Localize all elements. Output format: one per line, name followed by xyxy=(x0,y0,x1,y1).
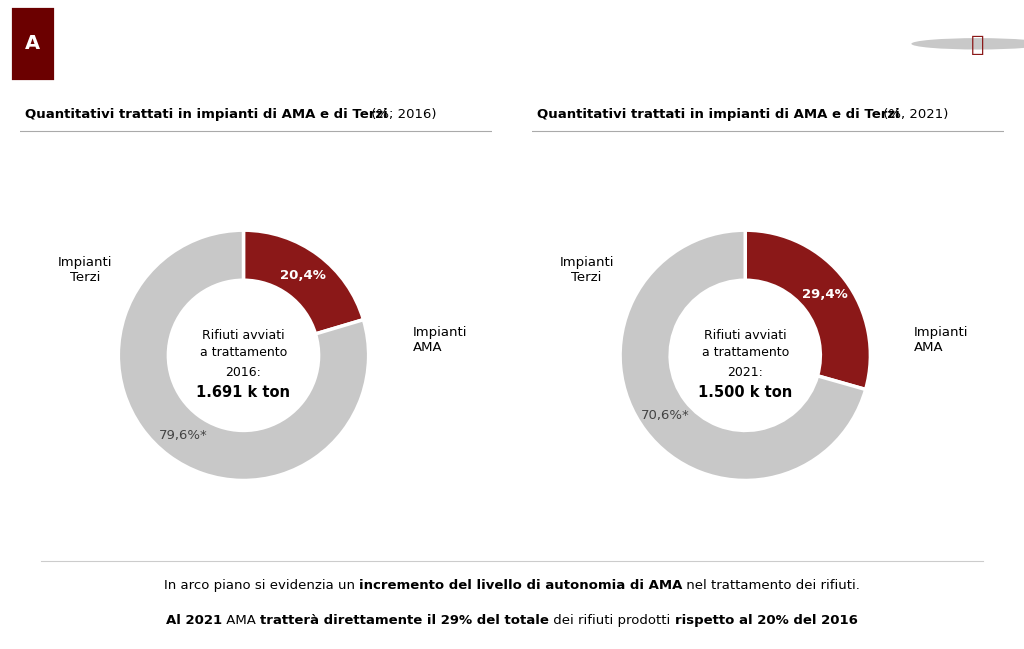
Text: Rifiuti avviati: Rifiuti avviati xyxy=(703,329,786,342)
Text: A: A xyxy=(26,34,40,53)
Wedge shape xyxy=(745,230,870,389)
Text: Impianti
AMA: Impianti AMA xyxy=(914,326,969,354)
Text: a trattamento: a trattamento xyxy=(200,347,287,360)
Wedge shape xyxy=(621,230,865,480)
Text: 2021:: 2021: xyxy=(727,366,763,380)
Text: 1.500 k ton: 1.500 k ton xyxy=(698,386,793,400)
Text: tratterà direttamente il 29% del totale: tratterà direttamente il 29% del totale xyxy=(260,614,549,628)
Text: 70,6%*: 70,6%* xyxy=(641,410,690,422)
Text: dei rifiuti prodotti: dei rifiuti prodotti xyxy=(549,614,675,628)
Text: 29,4%: 29,4% xyxy=(802,288,848,301)
Wedge shape xyxy=(119,230,369,480)
Text: (%, 2021): (%, 2021) xyxy=(879,108,948,121)
Text: Quantitativi trattati in impianti di AMA e di Terzi: Quantitativi trattati in impianti di AMA… xyxy=(538,108,900,121)
Text: Al 2021: Al 2021 xyxy=(166,614,222,628)
Text: incremento del livello di autonomia di AMA: incremento del livello di autonomia di A… xyxy=(359,578,682,591)
Text: Impianti
Terzi: Impianti Terzi xyxy=(559,256,613,284)
Text: Trattamento e valorizzazione: Evoluzione flussi AMA e Terzi: Trattamento e valorizzazione: Evoluzione… xyxy=(68,57,478,71)
Text: Quantitativi trattati in impianti di AMA e di Terzi: Quantitativi trattati in impianti di AMA… xyxy=(26,108,388,121)
Text: 🗑: 🗑 xyxy=(971,34,985,55)
Text: In arco piano si evidenzia un: In arco piano si evidenzia un xyxy=(164,578,359,591)
Text: Impianti
AMA: Impianti AMA xyxy=(413,326,467,354)
Text: (%; 2016): (%; 2016) xyxy=(367,108,436,121)
Text: a trattamento: a trattamento xyxy=(701,347,788,360)
Text: rispetto al 20% del 2016: rispetto al 20% del 2016 xyxy=(675,614,858,628)
Text: 1.691 k ton: 1.691 k ton xyxy=(197,386,291,400)
Text: 79,6%*: 79,6%* xyxy=(160,429,208,442)
Text: 2016:: 2016: xyxy=(225,366,261,380)
Text: Gestione del ciclo dei rifiuti: Gestione del ciclo dei rifiuti xyxy=(68,17,372,36)
Text: Impianti
Terzi: Impianti Terzi xyxy=(57,256,112,284)
Text: Rifiuti avviati: Rifiuti avviati xyxy=(202,329,285,342)
Bar xyxy=(10,6,55,82)
Wedge shape xyxy=(244,230,364,334)
Text: AMA: AMA xyxy=(222,614,260,628)
Text: nel trattamento dei rifiuti.: nel trattamento dei rifiuti. xyxy=(682,578,860,591)
Text: 20,4%: 20,4% xyxy=(281,269,327,282)
Circle shape xyxy=(911,38,1024,49)
